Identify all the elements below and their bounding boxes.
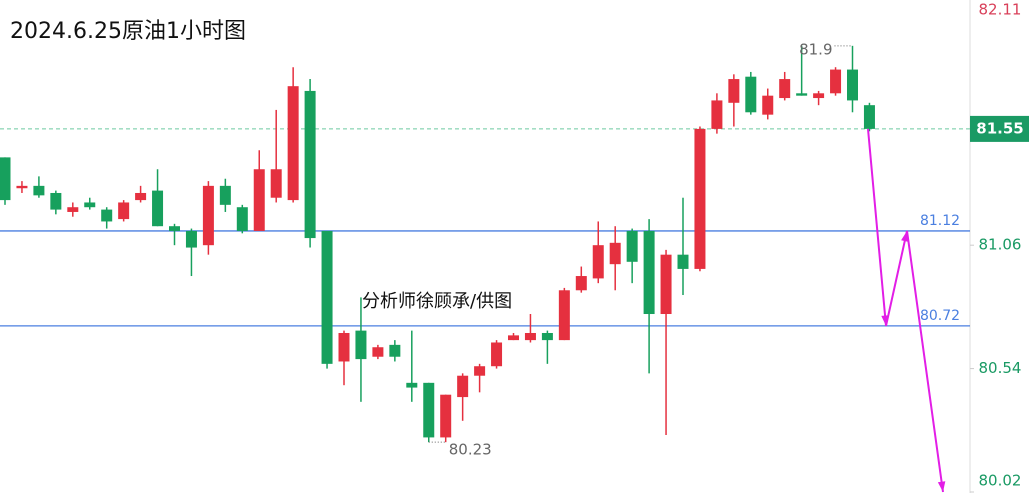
candle-body xyxy=(440,394,452,438)
candle-body xyxy=(219,185,231,205)
candle-body xyxy=(253,169,265,231)
candle-body xyxy=(406,382,418,388)
candle-body xyxy=(321,230,333,364)
candle-body xyxy=(796,93,808,96)
level-label: 81.12 xyxy=(920,213,960,229)
candle-body xyxy=(609,242,621,265)
watermark: 分析师徐顾承/供图 xyxy=(362,291,512,312)
candle-body xyxy=(677,254,689,269)
candle-body xyxy=(474,366,486,376)
candle-body xyxy=(67,207,79,212)
candle-body xyxy=(847,69,858,101)
candle-body xyxy=(152,190,164,227)
arrow-head xyxy=(881,315,889,326)
candle-body xyxy=(118,202,130,220)
candle-body xyxy=(202,185,214,246)
candle-body xyxy=(287,86,299,201)
candle-body xyxy=(508,335,519,341)
candle-body xyxy=(50,192,62,210)
low-label: 80.23 xyxy=(449,441,492,459)
current-price-box xyxy=(970,115,1029,142)
candle-body xyxy=(558,290,570,341)
candle-body xyxy=(0,157,11,201)
candle-body xyxy=(830,69,842,94)
candle-body xyxy=(694,128,706,269)
candle-body xyxy=(863,105,875,129)
candle-body xyxy=(711,100,723,129)
y-tick-label: 82.11 xyxy=(979,1,1022,19)
candle-body xyxy=(643,230,655,315)
candle-body xyxy=(626,230,638,262)
candle-body xyxy=(813,93,825,99)
candle-body xyxy=(185,230,197,248)
y-tick-label: 81.06 xyxy=(979,236,1022,254)
candle-body xyxy=(457,375,469,398)
y-tick-label: 80.54 xyxy=(979,359,1022,377)
level-label: 80.72 xyxy=(920,308,960,324)
candle-body xyxy=(524,332,536,341)
chart-title: 2024.6.25原油1小时图 xyxy=(10,19,246,44)
candle-body xyxy=(575,276,587,291)
projection-line xyxy=(867,128,944,493)
candle-body xyxy=(84,202,96,208)
high-label: 81.9 xyxy=(799,40,832,58)
y-tick-label: 80.02 xyxy=(979,472,1022,490)
candle-body xyxy=(270,169,282,198)
candle-body xyxy=(745,76,757,113)
arrow-head xyxy=(937,481,946,492)
candle-body xyxy=(135,192,147,201)
candle-body xyxy=(304,90,316,239)
candle-body xyxy=(16,185,28,189)
candle-body xyxy=(338,332,350,362)
candle-body xyxy=(541,332,553,341)
candle-body xyxy=(33,185,45,196)
candle-body xyxy=(101,209,113,222)
candle-body xyxy=(236,207,248,231)
candle-body xyxy=(728,79,740,103)
current-price-label: 81.55 xyxy=(976,119,1023,137)
candle-body xyxy=(169,226,180,231)
candle-body xyxy=(423,382,435,438)
candle-body xyxy=(372,347,384,357)
candle-body xyxy=(762,95,774,115)
candle-body xyxy=(660,254,672,315)
candle-body xyxy=(491,342,503,367)
candle-body xyxy=(355,330,367,360)
arrow-head xyxy=(901,230,909,242)
candle-body xyxy=(592,245,604,279)
candle-body xyxy=(779,79,791,99)
candle-body xyxy=(389,344,401,357)
